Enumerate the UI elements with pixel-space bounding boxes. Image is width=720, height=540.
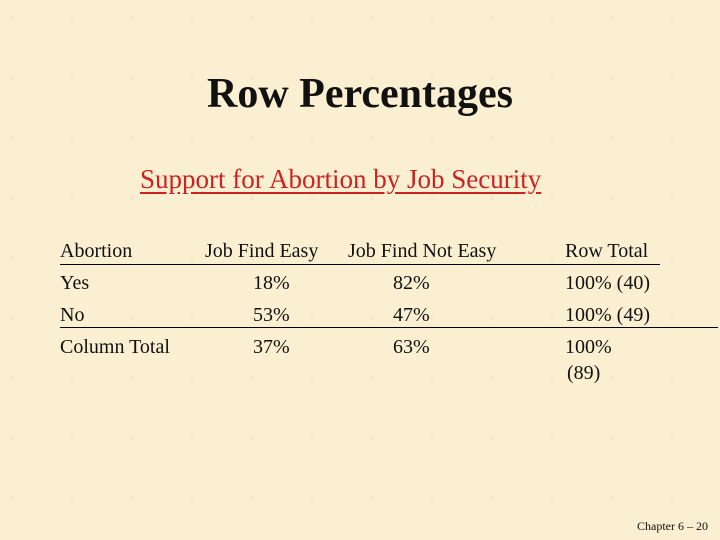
header-job-find-not-easy: Job Find Not Easy (348, 240, 497, 262)
row-label-yes: Yes (60, 272, 90, 294)
no-row-underline (60, 327, 718, 328)
cell-yes-easy: 18% (253, 272, 290, 294)
row-label-no: No (60, 304, 85, 326)
slide-title: Row Percentages (207, 71, 513, 117)
cell-total-easy: 37% (253, 336, 290, 358)
header-job-find-easy: Job Find Easy (205, 240, 319, 262)
cell-no-easy: 53% (253, 304, 290, 326)
slide-subtitle: Support for Abortion by Job Security (140, 164, 542, 194)
slide-footer: Chapter 6 – 20 (637, 519, 708, 533)
header-abortion: Abortion (60, 240, 133, 262)
header-row-total: Row Total (565, 240, 649, 262)
cell-total-row-total: 100% (565, 336, 612, 358)
cell-no-row-total: 100% (49) (565, 304, 650, 326)
header-underline (60, 264, 660, 265)
cell-total-n: (89) (567, 362, 601, 384)
row-label-column-total: Column Total (60, 336, 170, 358)
cell-no-not-easy: 47% (393, 304, 430, 326)
cell-yes-not-easy: 82% (393, 272, 430, 294)
cell-total-not-easy: 63% (393, 336, 430, 358)
cell-yes-row-total: 100% (40) (565, 272, 650, 294)
